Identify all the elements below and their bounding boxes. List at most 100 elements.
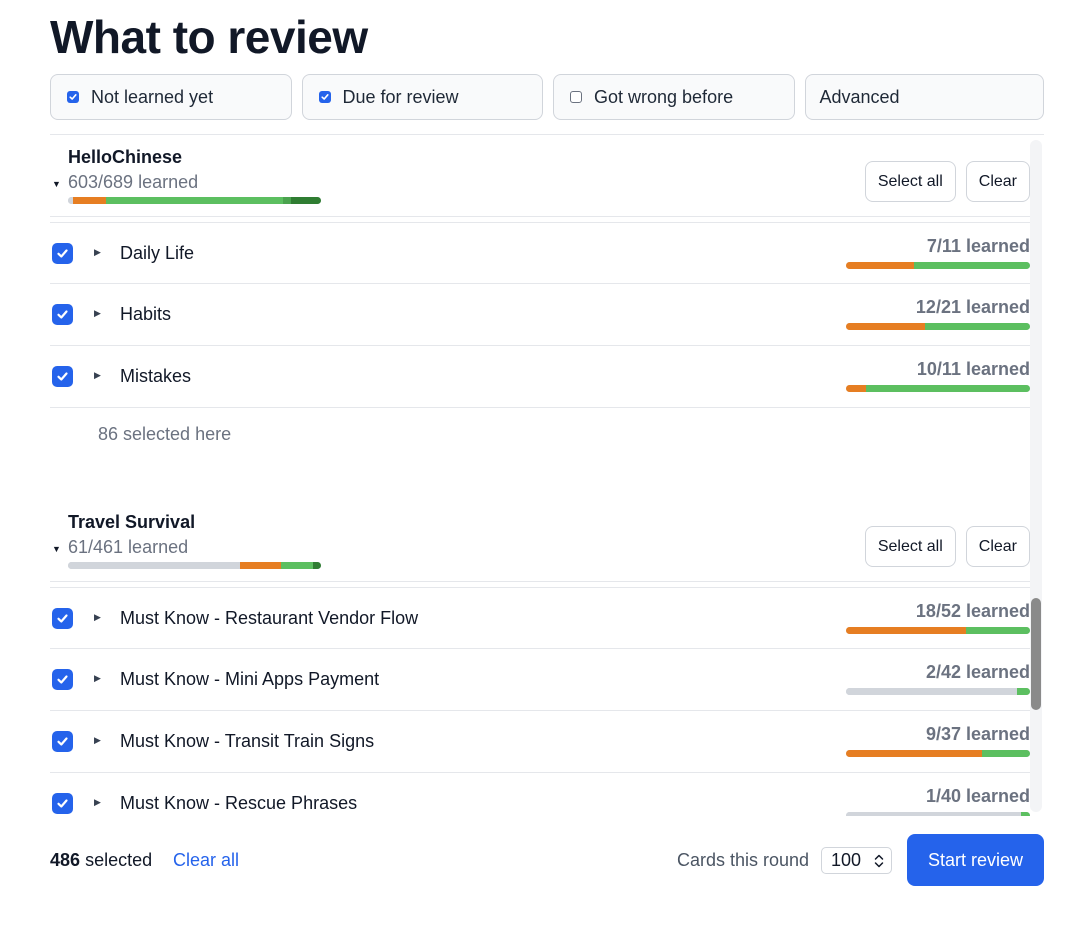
subdeck-row[interactable]: ▶ Mistakes 10/11 learned	[50, 346, 1030, 408]
filter-wrong-button[interactable]: Got wrong before	[553, 74, 795, 120]
caret-down-icon[interactable]: ▼	[52, 179, 61, 189]
progress-segment-green	[1020, 812, 1030, 816]
filter-due-label: Due for review	[342, 86, 459, 107]
advanced-button[interactable]: Advanced	[804, 74, 1044, 120]
subdeck-row[interactable]: ▶ Must Know - Rescue Phrases 1/40 learned	[50, 773, 1030, 816]
subdeck-label: Must Know - Rescue Phrases	[120, 793, 358, 813]
progress-segment-gray	[846, 688, 1018, 695]
subdeck-progress-bar	[846, 627, 1030, 634]
subdeck-learned-count: 18/52 learned	[915, 601, 1030, 621]
progress-segment-dark	[290, 197, 321, 204]
cards-this-round-select[interactable]: 100	[821, 847, 892, 874]
progress-segment-green	[105, 197, 284, 204]
subdeck-row[interactable]: ▶ Must Know - Transit Train Signs 9/37 lea…	[50, 711, 1030, 773]
caret-right-icon[interactable]: ▶	[94, 673, 101, 683]
clear-button[interactable]: Clear	[965, 526, 1030, 567]
updown-chevron-icon	[874, 854, 884, 868]
checkbox-checked-icon[interactable]	[52, 731, 73, 752]
checkbox-checked-icon[interactable]	[52, 304, 73, 325]
subdeck-learned-count: 2/42 learned	[925, 662, 1030, 682]
filter-due-button[interactable]: Due for review	[301, 74, 543, 120]
progress-segment-green	[925, 323, 1030, 330]
deck-progress-bar	[68, 562, 321, 569]
selected-here-text: 86 selected here	[98, 424, 232, 444]
start-review-button[interactable]: Start review	[907, 834, 1044, 886]
subdeck-label: Habits	[120, 304, 172, 324]
subdeck-progress-bar	[846, 812, 1030, 816]
checkbox-unchecked-icon[interactable]	[570, 91, 582, 103]
caret-right-icon[interactable]: ▶	[94, 797, 101, 807]
progress-segment-green	[866, 385, 1030, 392]
subdeck-progress-bar	[846, 750, 1030, 757]
deck-name: HelloChinese	[68, 147, 183, 167]
progress-segment-green	[914, 262, 1030, 269]
progress-segment-mid	[283, 197, 291, 204]
filter-wrong-label: Got wrong before	[594, 86, 734, 107]
subdeck-row[interactable]: ▶ Must Know - Mini Apps Payment 2/42 learn…	[50, 649, 1030, 711]
progress-segment-green	[965, 627, 1030, 634]
progress-segment-green	[982, 750, 1030, 757]
footer-bar: 486 selected Clear all Cards this round …	[50, 834, 1044, 886]
deck-name: Travel Survival	[68, 512, 196, 532]
caret-right-icon[interactable]: ▶	[94, 612, 101, 622]
caret-right-icon[interactable]: ▶	[94, 247, 101, 257]
checkbox-checked-icon[interactable]	[318, 91, 331, 103]
deck-learned-count: 61/461 learned	[68, 537, 189, 557]
subdeck-learned-count: 10/11 learned	[916, 359, 1030, 379]
subdeck-progress-bar	[846, 323, 1030, 330]
deck-header: ▼ Travel Survival 61/461 learned Select all…	[50, 500, 1030, 582]
caret-right-icon[interactable]: ▶	[94, 370, 101, 380]
page-title: What to review	[50, 11, 368, 63]
clear-button[interactable]: Clear	[965, 161, 1030, 202]
cards-this-round-label: Cards this round	[677, 850, 810, 870]
subdeck-row[interactable]: ▶ Must Know - Restaurant Vendor Flow 18/52…	[50, 587, 1030, 649]
subdeck-row[interactable]: ▶ Habits 12/21 learned	[50, 284, 1030, 346]
subdeck-learned-count: 9/37 learned	[925, 724, 1030, 744]
caret-right-icon[interactable]: ▶	[94, 308, 101, 318]
selected-suffix: selected	[85, 850, 153, 870]
filter-not-learned-label: Not learned yet	[91, 86, 214, 107]
scrollbar-thumb[interactable]	[1031, 598, 1041, 710]
subdeck-label: Must Know - Transit Train Signs	[120, 731, 375, 751]
checkbox-checked-icon[interactable]	[67, 91, 79, 103]
checkbox-checked-icon[interactable]	[52, 243, 73, 264]
caret-down-icon[interactable]: ▼	[52, 544, 61, 554]
progress-segment-orange	[846, 627, 966, 634]
progress-segment-gray	[68, 562, 241, 569]
checkbox-checked-icon[interactable]	[52, 366, 73, 387]
caret-right-icon[interactable]: ▶	[94, 735, 101, 745]
deck-actions: Select all Clear	[864, 526, 1030, 567]
progress-segment-orange	[846, 262, 915, 269]
filter-not-learned-button[interactable]: Not learned yet	[50, 74, 292, 120]
progress-segment-orange	[846, 385, 867, 392]
checkbox-checked-icon[interactable]	[52, 608, 73, 629]
deck-list[interactable]: ▼ HelloChinese 603/689 learned Select all Cl…	[50, 134, 1044, 816]
subdeck-label: Daily Life	[120, 243, 195, 263]
progress-segment-orange	[846, 323, 926, 330]
subdeck-label: Must Know - Mini Apps Payment	[120, 669, 380, 689]
advanced-label: Advanced	[819, 86, 900, 107]
progress-segment-gray	[68, 197, 74, 204]
progress-segment-green	[280, 562, 314, 569]
deck-selected-summary: 86 selected here	[50, 408, 1030, 500]
deck-list-content: ▼ HelloChinese 603/689 learned Select all Cl…	[50, 135, 1030, 816]
select-all-button[interactable]: Select all	[864, 526, 956, 567]
scrollbar-track[interactable]	[1030, 140, 1042, 812]
deck-header: ▼ HelloChinese 603/689 learned Select all Cl…	[50, 135, 1030, 217]
subdeck-learned-count: 1/40 learned	[925, 786, 1030, 806]
checkbox-checked-icon[interactable]	[52, 669, 73, 690]
filter-bar: Not learned yet Due for review Got wrong…	[50, 74, 1044, 120]
select-all-button[interactable]: Select all	[864, 161, 956, 202]
progress-segment-orange	[73, 197, 106, 204]
subdeck-label: Must Know - Restaurant Vendor Flow	[120, 608, 419, 628]
subdeck-label: Mistakes	[120, 366, 192, 386]
progress-segment-orange	[240, 562, 281, 569]
cards-this-round-value: 100	[831, 850, 862, 870]
subdeck-row[interactable]: ▶ Daily Life 7/11 learned	[50, 222, 1030, 284]
progress-segment-green	[1017, 688, 1030, 695]
subdeck-progress-bar	[846, 385, 1030, 392]
checkbox-checked-icon[interactable]	[52, 793, 73, 814]
subdeck-progress-bar	[846, 688, 1030, 695]
subdeck-learned-count: 12/21 learned	[915, 297, 1030, 317]
clear-all-link[interactable]: Clear all	[173, 850, 240, 870]
